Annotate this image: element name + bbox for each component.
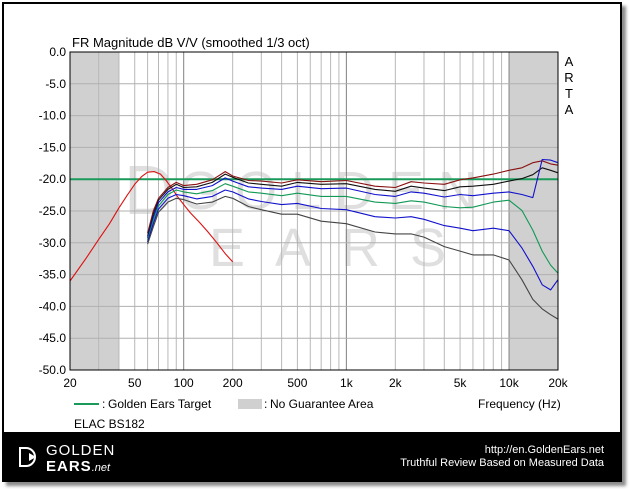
x-tick-label: 1k: [340, 376, 354, 390]
footer-banner: GOLDEN EARS.net http://en.GoldenEars.net…: [2, 432, 622, 482]
frequency-response-chart: D GOLDEN EARS 0.0-5.0-10.0-15.0-20.0-25.…: [39, 35, 574, 431]
series-line-2: [147, 160, 559, 234]
series-line-4: [147, 158, 559, 239]
x-tick-label: 50: [128, 376, 142, 390]
y-tick-label: -15.0: [39, 140, 67, 154]
chart-legend: : Golden Ears Target : No Guarantee Area…: [74, 397, 561, 431]
series-line-1: [69, 171, 234, 282]
chart-title: FR Magnitude dB V/V (smoothed 1/3 oct): [72, 35, 310, 50]
x-tick-label: 100: [174, 376, 194, 390]
x-tick-label: 10k: [499, 376, 519, 390]
y-tick-label: 0.0: [49, 45, 66, 59]
y-tick-label: -25.0: [39, 204, 67, 218]
series-line-5: [147, 183, 559, 274]
logo-text-line2: EARS.net: [46, 459, 110, 476]
y-tick-label: -30.0: [39, 236, 67, 250]
series-line-3: [147, 167, 559, 237]
legend-area-label: No Guarantee Area: [270, 397, 374, 411]
subject-label: ELAC BS182: [74, 417, 145, 431]
arta-letter: A: [565, 54, 574, 69]
chart-frame: D GOLDEN EARS 0.0 -5.0 -10.0 -15.0 -20.0 -25.…: [2, 2, 622, 482]
y-tick-label: -10.0: [39, 109, 67, 123]
x-tick-label: 20k: [548, 376, 568, 390]
series-line-7: [147, 195, 559, 320]
footer-info: http://en.GoldenEars.net Truthful Review…: [400, 444, 604, 470]
arta-letter: R: [564, 70, 573, 85]
x-tick-label: 500: [287, 376, 307, 390]
footer-tagline: Truthful Review Based on Measured Data: [400, 457, 604, 469]
ear-icon: [19, 447, 36, 467]
x-tick-label: 2k: [389, 376, 403, 390]
logo-text-suffix: .net: [91, 462, 111, 474]
y-tick-label: -5.0: [45, 77, 66, 91]
y-tick-label: -45.0: [39, 331, 67, 345]
arta-letter: A: [565, 102, 574, 117]
arta-letter: T: [565, 86, 573, 101]
y-tick-label: -50.0: [39, 363, 67, 377]
watermark-line2: EARS: [209, 218, 476, 278]
y-tick-label: -40.0: [39, 299, 67, 313]
legend-target-prefix: :: [102, 397, 105, 411]
y-tick-label: -20.0: [39, 172, 67, 186]
x-tick-label: 5k: [454, 376, 468, 390]
x-tick-label: 20: [63, 376, 77, 390]
y-tick-label: -35.0: [39, 268, 67, 282]
x-axis-label: Frequency (Hz): [478, 397, 561, 411]
logo-text-line1: GOLDEN: [46, 442, 116, 459]
logo-text-ears: EARS: [46, 458, 92, 475]
x-tick-label: 200: [223, 376, 243, 390]
legend-area-swatch: [238, 399, 262, 409]
legend-area-prefix: :: [264, 397, 267, 411]
series-line-6: [147, 189, 559, 291]
goldenears-logo: GOLDEN EARS.net: [16, 441, 126, 475]
plot-border: [69, 51, 559, 371]
footer-url[interactable]: http://en.GoldenEars.net: [484, 444, 604, 456]
legend-target-label: Golden Ears Target: [108, 397, 212, 411]
